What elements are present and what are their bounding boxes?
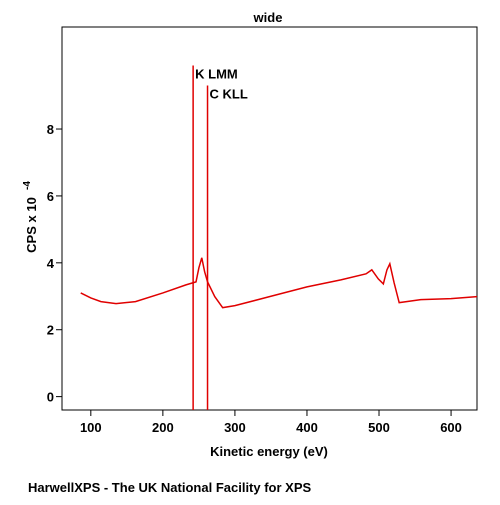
x-tick-label: 200 [152,420,174,435]
x-tick-label: 100 [80,420,102,435]
y-tick-label: 4 [47,256,55,271]
chart-title: wide [253,10,283,25]
spectrum-line [80,257,478,309]
x-tick-label: 300 [224,420,246,435]
peak-label: K LMM [195,66,238,81]
y-axis-label-group: CPS x 10 -4 [22,181,39,253]
x-tick-label: 400 [296,420,318,435]
y-tick-label: 0 [47,390,54,405]
peak-label: C KLL [210,87,248,102]
y-tick-label: 6 [47,189,54,204]
plot-frame [61,26,478,411]
y-tick-label: 8 [47,122,54,137]
x-tick-label: 600 [440,420,462,435]
x-tick-label: 500 [368,420,390,435]
x-axis-label: Kinetic energy (eV) [210,444,328,459]
footer: HarwellXPS - The UK National Facility fo… [28,480,312,495]
y-tick-label: 2 [47,323,54,338]
y-axis-label-exponent: -4 [22,181,33,190]
y-axis-label: CPS x 10 [24,197,39,253]
